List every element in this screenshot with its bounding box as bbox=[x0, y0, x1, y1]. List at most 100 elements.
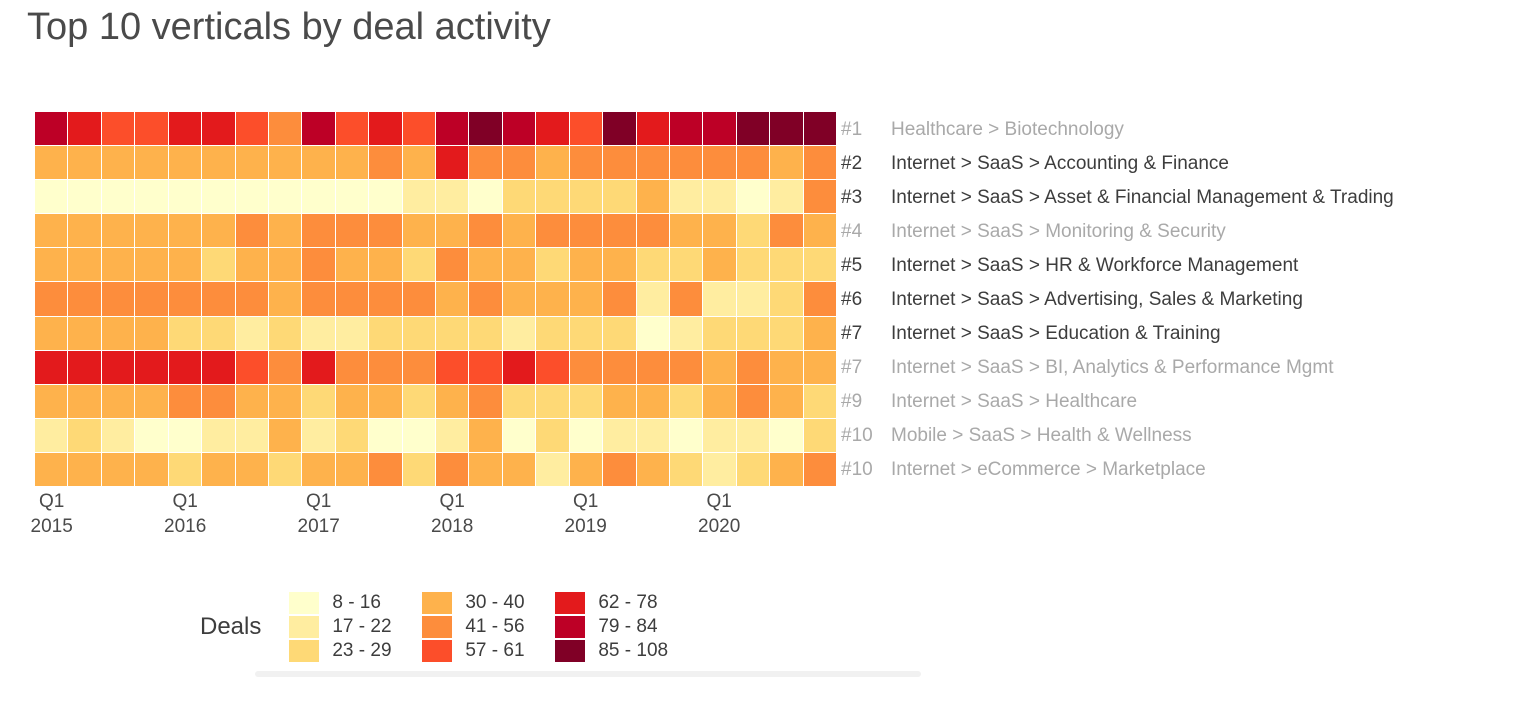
heatmap-cell[interactable] bbox=[770, 248, 803, 282]
heatmap-cell[interactable] bbox=[803, 350, 836, 384]
heatmap-cell[interactable] bbox=[202, 214, 235, 248]
heatmap-cell[interactable] bbox=[101, 384, 135, 418]
heatmap-cell[interactable] bbox=[502, 146, 536, 180]
heatmap-cell[interactable] bbox=[803, 248, 836, 282]
heatmap-cell[interactable] bbox=[770, 180, 803, 214]
heatmap-cell[interactable] bbox=[302, 248, 335, 282]
heatmap-cell[interactable] bbox=[736, 384, 770, 418]
heatmap-cell[interactable] bbox=[235, 350, 268, 384]
heatmap-cell[interactable] bbox=[335, 180, 369, 214]
heatmap-cell[interactable] bbox=[369, 282, 402, 316]
heatmap-cell[interactable] bbox=[202, 418, 235, 452]
heatmap-cell[interactable] bbox=[436, 248, 469, 282]
heatmap-cell[interactable] bbox=[669, 418, 703, 452]
heatmap-cell[interactable] bbox=[803, 418, 836, 452]
heatmap-cell[interactable] bbox=[302, 112, 335, 146]
heatmap-cell[interactable] bbox=[35, 452, 68, 486]
heatmap-cell[interactable] bbox=[569, 316, 603, 350]
heatmap-cell[interactable] bbox=[436, 112, 469, 146]
heatmap-cell[interactable] bbox=[135, 214, 168, 248]
heatmap-cell[interactable] bbox=[736, 112, 770, 146]
heatmap-cell[interactable] bbox=[436, 180, 469, 214]
heatmap-cell[interactable] bbox=[703, 282, 736, 316]
heatmap-cell[interactable] bbox=[669, 248, 703, 282]
heatmap-cell[interactable] bbox=[402, 350, 435, 384]
heatmap-cell[interactable] bbox=[569, 384, 603, 418]
heatmap-cell[interactable] bbox=[101, 452, 135, 486]
heatmap-cell[interactable] bbox=[402, 180, 435, 214]
heatmap-cell[interactable] bbox=[469, 384, 502, 418]
heatmap-cell[interactable] bbox=[68, 248, 101, 282]
heatmap-cell[interactable] bbox=[168, 452, 202, 486]
heatmap-cell[interactable] bbox=[335, 248, 369, 282]
heatmap-cell[interactable] bbox=[603, 248, 636, 282]
heatmap-cell[interactable] bbox=[469, 418, 502, 452]
heatmap-cell[interactable] bbox=[369, 350, 402, 384]
heatmap-cell[interactable] bbox=[101, 146, 135, 180]
heatmap-cell[interactable] bbox=[636, 452, 669, 486]
heatmap-cell[interactable] bbox=[536, 248, 569, 282]
heatmap-cell[interactable] bbox=[335, 214, 369, 248]
heatmap-cell[interactable] bbox=[536, 350, 569, 384]
heatmap-cell[interactable] bbox=[202, 316, 235, 350]
heatmap-cell[interactable] bbox=[636, 112, 669, 146]
heatmap-cell[interactable] bbox=[536, 112, 569, 146]
heatmap-cell[interactable] bbox=[803, 214, 836, 248]
heatmap-cell[interactable] bbox=[168, 384, 202, 418]
heatmap-cell[interactable] bbox=[770, 418, 803, 452]
heatmap-cell[interactable] bbox=[603, 282, 636, 316]
heatmap-cell[interactable] bbox=[736, 248, 770, 282]
heatmap-cell[interactable] bbox=[669, 384, 703, 418]
heatmap-cell[interactable] bbox=[35, 418, 68, 452]
heatmap-cell[interactable] bbox=[402, 146, 435, 180]
heatmap-cell[interactable] bbox=[502, 316, 536, 350]
heatmap-cell[interactable] bbox=[168, 418, 202, 452]
heatmap-cell[interactable] bbox=[669, 282, 703, 316]
heatmap-cell[interactable] bbox=[135, 350, 168, 384]
heatmap-cell[interactable] bbox=[536, 384, 569, 418]
heatmap-cell[interactable] bbox=[636, 282, 669, 316]
heatmap-cell[interactable] bbox=[402, 214, 435, 248]
heatmap-cell[interactable] bbox=[101, 112, 135, 146]
heatmap-cell[interactable] bbox=[135, 418, 168, 452]
heatmap-cell[interactable] bbox=[35, 146, 68, 180]
heatmap-cell[interactable] bbox=[101, 282, 135, 316]
heatmap-cell[interactable] bbox=[402, 248, 435, 282]
heatmap-cell[interactable] bbox=[335, 316, 369, 350]
heatmap-cell[interactable] bbox=[636, 214, 669, 248]
heatmap-cell[interactable] bbox=[536, 214, 569, 248]
heatmap-cell[interactable] bbox=[803, 452, 836, 486]
heatmap-cell[interactable] bbox=[603, 350, 636, 384]
heatmap-cell[interactable] bbox=[168, 180, 202, 214]
heatmap-cell[interactable] bbox=[569, 418, 603, 452]
heatmap-cell[interactable] bbox=[268, 248, 302, 282]
heatmap-cell[interactable] bbox=[135, 180, 168, 214]
heatmap-cell[interactable] bbox=[536, 316, 569, 350]
heatmap-cell[interactable] bbox=[502, 452, 536, 486]
heatmap-cell[interactable] bbox=[536, 146, 569, 180]
heatmap-cell[interactable] bbox=[469, 146, 502, 180]
heatmap-cell[interactable] bbox=[502, 418, 536, 452]
heatmap-cell[interactable] bbox=[268, 418, 302, 452]
heatmap-cell[interactable] bbox=[302, 316, 335, 350]
heatmap-cell[interactable] bbox=[669, 452, 703, 486]
heatmap-cell[interactable] bbox=[335, 384, 369, 418]
heatmap-cell[interactable] bbox=[268, 180, 302, 214]
heatmap-cell[interactable] bbox=[502, 180, 536, 214]
heatmap-cell[interactable] bbox=[235, 146, 268, 180]
heatmap-cell[interactable] bbox=[803, 384, 836, 418]
heatmap-cell[interactable] bbox=[302, 384, 335, 418]
heatmap-cell[interactable] bbox=[402, 112, 435, 146]
heatmap-cell[interactable] bbox=[703, 112, 736, 146]
heatmap-cell[interactable] bbox=[770, 452, 803, 486]
heatmap-cell[interactable] bbox=[669, 350, 703, 384]
heatmap-cell[interactable] bbox=[369, 316, 402, 350]
heatmap-cell[interactable] bbox=[469, 112, 502, 146]
heatmap-cell[interactable] bbox=[736, 214, 770, 248]
heatmap-cell[interactable] bbox=[369, 112, 402, 146]
heatmap-cell[interactable] bbox=[369, 146, 402, 180]
heatmap-cell[interactable] bbox=[168, 282, 202, 316]
heatmap-cell[interactable] bbox=[402, 282, 435, 316]
heatmap-cell[interactable] bbox=[202, 146, 235, 180]
heatmap-cell[interactable] bbox=[335, 282, 369, 316]
